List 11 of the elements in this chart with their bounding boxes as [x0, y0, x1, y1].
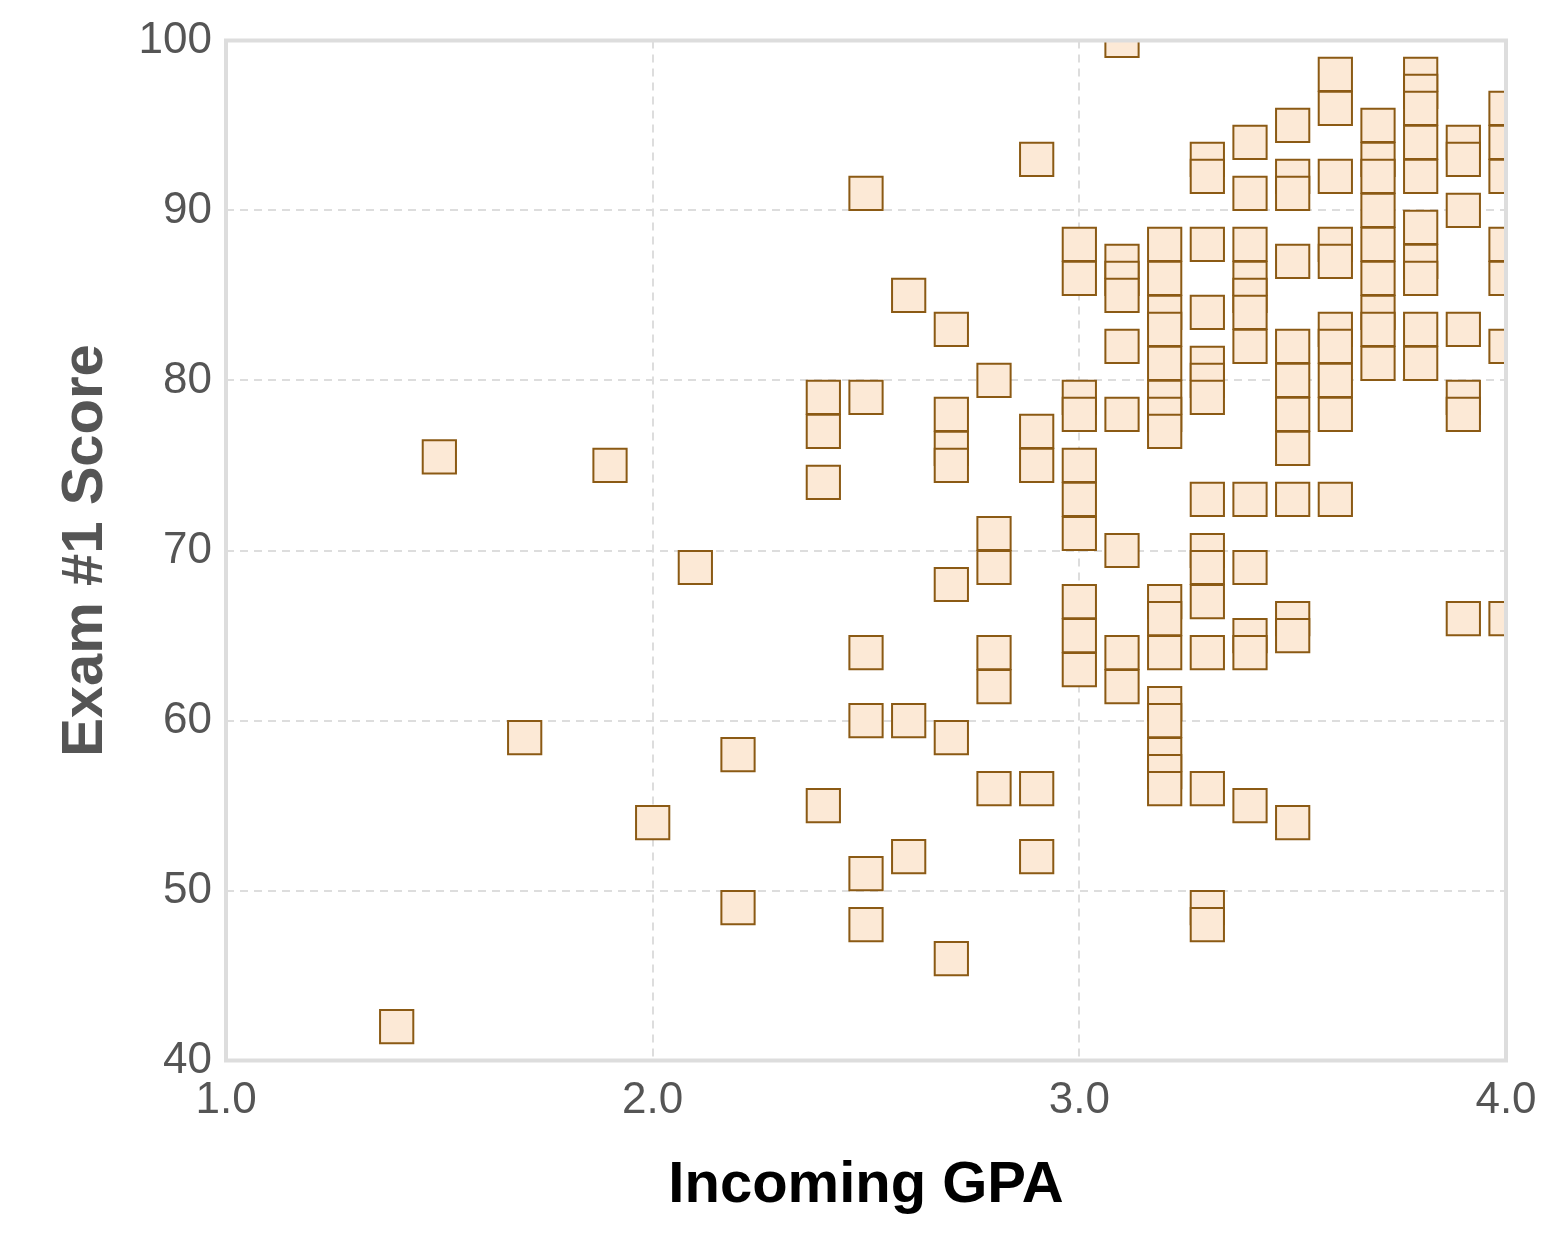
x-tick-label: 3.0	[1048, 1073, 1110, 1123]
x-tick-label: 2.0	[622, 1073, 684, 1123]
x-tick-label: 4.0	[1475, 1073, 1537, 1123]
y-tick-label: 100	[138, 12, 213, 62]
y-axis-title: Exam #1 Score	[48, 344, 114, 757]
y-tick-label: 70	[163, 522, 213, 572]
x-axis-title: Incoming GPA	[668, 1149, 1064, 1215]
y-tick-label: 90	[163, 182, 213, 232]
y-tick-label: 50	[163, 862, 213, 912]
y-tick-label: 60	[163, 692, 213, 742]
y-tick-label: 80	[163, 352, 213, 402]
